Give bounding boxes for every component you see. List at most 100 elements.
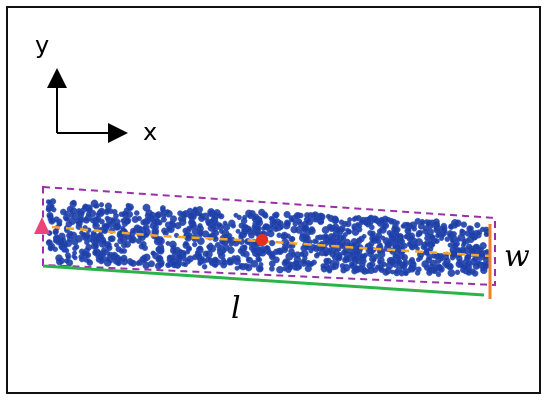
cloud-point <box>180 211 188 219</box>
cloud-point <box>334 226 342 234</box>
cloud-point <box>66 205 74 213</box>
cloud-point <box>142 261 150 270</box>
cloud-point <box>341 220 348 228</box>
cloud-point <box>276 219 284 228</box>
cloud-point <box>444 236 451 242</box>
cloud-point <box>393 269 400 275</box>
cloud-point <box>384 240 393 249</box>
cloud-point <box>125 202 131 208</box>
cloud-point <box>213 209 222 217</box>
cloud-point <box>474 222 481 229</box>
cloud-point <box>227 246 235 255</box>
cloud-point <box>48 203 55 210</box>
cloud-point <box>311 212 318 218</box>
cloud-point <box>72 255 78 261</box>
bounding-box <box>42 185 496 287</box>
cloud-point <box>378 216 386 225</box>
cloud-point <box>55 254 63 262</box>
coordinate-axes: y x <box>35 31 157 146</box>
width-label: w <box>504 239 530 274</box>
cloud-point <box>80 231 87 238</box>
cloud-point <box>343 255 351 263</box>
cloud-point <box>293 212 301 220</box>
cloud-point <box>403 234 409 240</box>
cloud-point <box>123 240 131 248</box>
cloud-point <box>447 269 456 277</box>
cloud-point <box>67 230 74 238</box>
cloud-point <box>107 235 115 243</box>
cloud-point <box>90 230 97 237</box>
cloud-point <box>98 255 105 262</box>
cloud-point <box>450 238 456 244</box>
cloud-point <box>72 250 78 256</box>
cloud-point <box>133 210 140 216</box>
cloud-point <box>71 199 77 206</box>
cloud-point <box>299 258 308 267</box>
cloud-point <box>371 257 377 263</box>
cloud-point <box>325 257 332 265</box>
cloud-point <box>355 221 361 227</box>
cloud-point <box>220 261 228 269</box>
cloud-point <box>106 244 113 252</box>
cloud-point <box>403 270 409 277</box>
cloud-point <box>461 240 467 246</box>
cloud-point <box>326 267 333 274</box>
cloud-point <box>395 258 403 266</box>
cloud-point <box>169 215 178 223</box>
cloud-point <box>427 245 434 252</box>
cloud-point <box>352 265 361 274</box>
cloud-point <box>167 254 173 260</box>
cloud-point <box>73 244 80 250</box>
cloud-point <box>206 244 212 250</box>
cloud-point <box>197 261 203 267</box>
cloud-point <box>391 225 399 234</box>
cloud-point <box>290 251 297 258</box>
cloud-point <box>466 225 473 232</box>
cloud-point <box>130 227 136 234</box>
cloud-point <box>359 253 367 261</box>
cloud-point <box>52 246 58 253</box>
cloud-point <box>427 266 434 273</box>
cloud-point <box>481 262 490 270</box>
cloud-point <box>129 259 137 267</box>
cloud-point <box>92 221 98 227</box>
cloud-point <box>469 247 477 255</box>
cloud-point <box>367 250 375 258</box>
cloud-point <box>93 203 99 209</box>
length-line <box>42 264 485 297</box>
cloud-point <box>113 212 119 219</box>
cloud-point <box>328 233 335 240</box>
cloud-point <box>128 235 137 244</box>
cloud-point <box>378 266 385 273</box>
cloud-point <box>381 225 387 231</box>
cloud-point <box>347 251 354 258</box>
cloud-point <box>197 211 203 217</box>
cloud-point <box>170 260 177 268</box>
cloud-point <box>244 224 250 230</box>
cloud-point <box>284 220 291 227</box>
cloud-point <box>435 263 443 272</box>
cloud-point <box>268 239 276 247</box>
cloud-point <box>401 242 408 249</box>
cloud-point <box>443 262 451 269</box>
cloud-point <box>401 253 409 261</box>
cloud-point <box>88 209 97 218</box>
cloud-point <box>283 210 291 219</box>
cloud-point <box>110 217 117 223</box>
cloud-point <box>477 250 486 258</box>
cloud-point <box>466 235 475 244</box>
cloud-point <box>273 213 279 219</box>
cloud-point <box>351 241 357 248</box>
cloud-point <box>335 254 343 262</box>
cloud-point <box>157 247 165 255</box>
cloud-point <box>404 227 412 235</box>
cloud-point <box>388 257 397 266</box>
cloud-point <box>101 247 107 254</box>
cloud-point <box>189 224 195 230</box>
cloud-point <box>150 250 156 256</box>
cloud-point <box>431 237 439 244</box>
cloud-point <box>260 247 267 254</box>
cloud-point <box>94 215 102 223</box>
cloud-point <box>409 221 417 230</box>
